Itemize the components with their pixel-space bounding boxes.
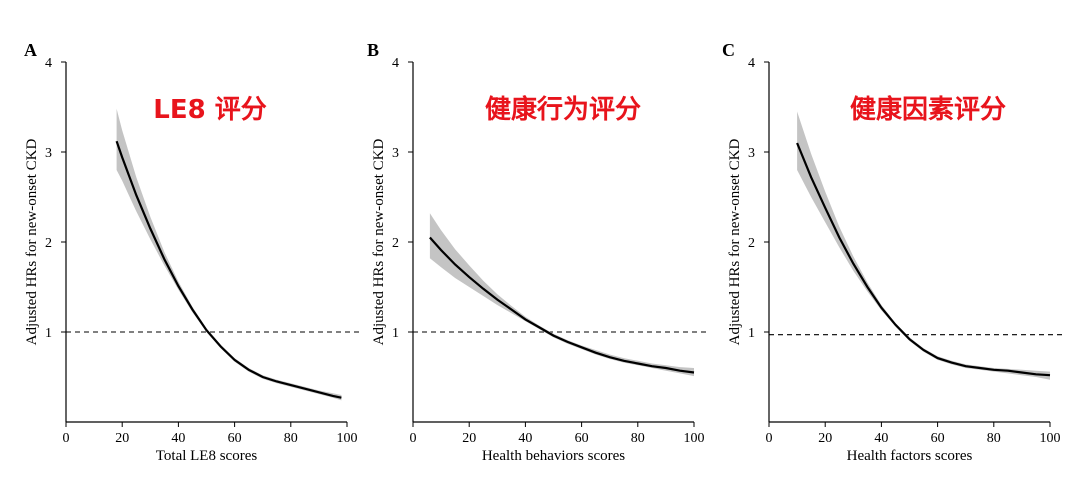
chart-title: 健康行为评分 [485,94,641,125]
panel-label: C [722,40,735,60]
y-tick-label: 1 [45,326,52,341]
y-tick-label: 2 [748,236,755,251]
y-tick-label: 3 [748,146,755,161]
hr-curve [115,140,342,399]
y-tick-label: 4 [392,56,399,71]
x-tick-label: 60 [575,431,589,446]
x-tick-label: 20 [115,431,129,446]
x-axis-title: Health behaviors scores [482,448,625,464]
y-tick-label: 2 [392,236,399,251]
y-tick-label: 1 [748,326,755,341]
x-tick-label: 80 [631,431,645,446]
y-tick-label: 1 [392,326,399,341]
x-tick-label: 0 [63,431,70,446]
y-tick-label: 2 [45,236,52,251]
x-tick-label: 20 [818,431,832,446]
confidence-band [429,213,694,377]
x-tick-label: 40 [171,431,185,446]
chart-title: LE8 评分 [153,95,266,125]
panel-c: C 0 20 40 60 80 100 1 2 3 4 Health factors scores Ad… [722,40,1065,464]
x-tick-label: 40 [518,431,532,446]
chart-title: 健康因素评分 [850,94,1006,125]
confidence-band [116,108,342,401]
x-axis-title: Total LE8 scores [156,448,258,464]
panel-b: B 0 20 40 60 80 100 1 2 3 4 Health behaviors scores… [367,40,709,464]
x-tick-label: 0 [766,431,773,446]
y-tick-label: 4 [748,56,755,71]
x-tick-label: 100 [684,431,705,446]
y-axis-title: Adjusted HRs for new-onset CKD [727,139,743,346]
y-tick-label: 4 [45,56,52,71]
y-axis-title: Adjusted HRs for new-onset CKD [371,139,387,346]
hr-curve [429,236,695,374]
x-tick-label: 20 [462,431,476,446]
y-axis-title: Adjusted HRs for new-onset CKD [24,139,40,346]
panel-label: A [24,40,37,60]
hr-curve [796,142,1051,377]
x-tick-label: 100 [337,431,358,446]
x-tick-label: 60 [228,431,242,446]
confidence-band [797,111,1050,380]
x-tick-label: 100 [1040,431,1061,446]
panel-a: A 0 20 40 60 80 100 1 2 3 4 Total LE8 scores Adjuste… [24,40,362,464]
y-tick-label: 3 [45,146,52,161]
x-tick-label: 80 [987,431,1001,446]
x-tick-label: 40 [874,431,888,446]
x-tick-label: 80 [284,431,298,446]
x-axis-title: Health factors scores [847,448,973,464]
panel-label: B [367,40,379,60]
x-tick-label: 0 [410,431,417,446]
x-tick-label: 60 [931,431,945,446]
y-tick-label: 3 [392,146,399,161]
